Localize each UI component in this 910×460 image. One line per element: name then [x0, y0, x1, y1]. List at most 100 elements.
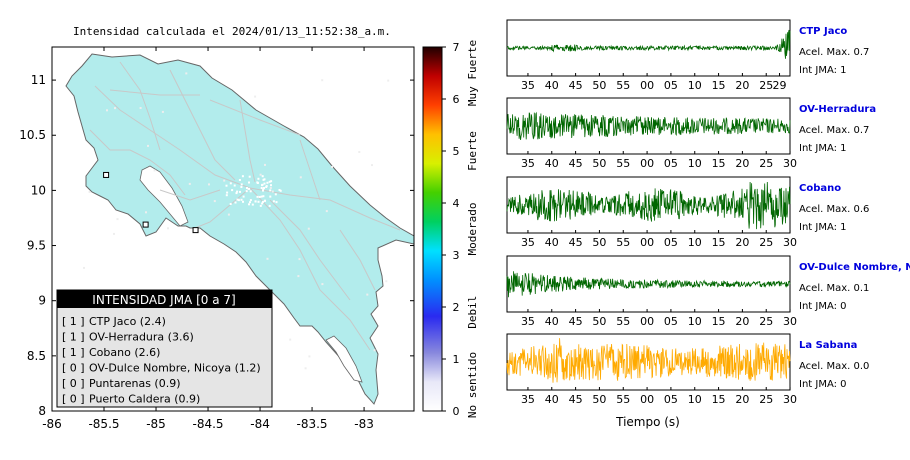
panel-x-tick-label: 20 [735, 236, 749, 249]
city-dot [259, 204, 262, 207]
panel-x-tick-label: 50 [592, 315, 606, 328]
station-marker [142, 221, 149, 228]
panel-x-tick-label: 25 [759, 236, 773, 249]
city-dot [263, 187, 265, 189]
city-dot [236, 198, 239, 201]
panel-x-tick-label: 40 [545, 315, 559, 328]
colorbar-level-label: Debil [466, 296, 479, 329]
panel-x-tick-label: 35 [521, 236, 535, 249]
city-dot [249, 201, 251, 204]
city-dot [371, 164, 373, 167]
road [339, 229, 376, 291]
panel-x-tick-label: 15 [712, 79, 726, 92]
city-dot [208, 183, 210, 186]
panel-x-tick-label: 25 [759, 79, 773, 92]
panel-x-tick-label: 05 [664, 79, 678, 92]
city-dot [241, 175, 244, 178]
colorbar-level-label: No sentido [466, 352, 479, 418]
panel-x-tick-label: 50 [592, 393, 606, 406]
city-dot [225, 184, 228, 187]
costa-rica-landmass [65, 53, 414, 405]
city-dot [271, 190, 274, 193]
city-dot [297, 275, 300, 278]
station-markers [103, 171, 199, 234]
legend-item-level: [ 1 ] [62, 331, 85, 344]
colorbar-tick-label: 7 [453, 41, 460, 54]
station-int-jma: Int JMA: 1 [799, 65, 847, 76]
city-dot [233, 184, 236, 187]
city-dot [262, 195, 265, 198]
colorbar-tick-label: 1 [453, 353, 460, 366]
panel-x-tick-label: 35 [521, 79, 535, 92]
map-x-tick-label: -84.5 [193, 417, 224, 431]
panel-x-tick-label: 05 [664, 236, 678, 249]
panel-x-tick-label: 10 [688, 315, 702, 328]
city-dot [269, 187, 272, 189]
road [159, 189, 221, 201]
city-markers [83, 72, 390, 370]
city-dot [331, 165, 333, 168]
city-dot [262, 189, 264, 192]
city-dot [298, 258, 301, 261]
station-acel-max: Acel. Max. 0.1 [799, 283, 869, 294]
station-acel-max: Acel. Max. 0.7 [799, 47, 869, 58]
colorbar-tick-label: 2 [453, 301, 460, 314]
city-dot [223, 179, 226, 182]
colorbar-level-label: Moderado [466, 203, 479, 256]
map-y-axis: 11 10.5 10 9.5 9 8.5 8 [19, 73, 414, 418]
city-dot [269, 195, 272, 198]
colorbar-tick-label: 3 [453, 249, 460, 262]
panel-x-tick-label: 55 [616, 393, 630, 406]
city-dot [116, 218, 119, 221]
map-x-tick-label: -86 [42, 417, 62, 431]
legend-item-level: [ 0 ] [62, 377, 85, 390]
road [239, 99, 256, 183]
map-y-tick-label: 11 [31, 73, 46, 87]
road [299, 139, 321, 201]
waveform-panel: 35 40 45 50 55 00 05 10 15 20 25 30 OV-Dulce Nombre,… [506, 255, 910, 328]
city-dot [240, 186, 243, 188]
panel-x-tick-label: 10 [688, 236, 702, 249]
panel-x-tick-label: 15 [712, 236, 726, 249]
legend-box [56, 289, 273, 408]
city-dot [251, 203, 254, 206]
map-x-axis: -86 -85.5 -85 -84.5 -84 -83.5 -83 [42, 47, 374, 431]
city-dot [229, 203, 232, 205]
city-dot [245, 190, 248, 193]
road [129, 149, 186, 196]
waveform-panel: 35 40 45 50 55 00 05 10 15 20 25 30 OV-Herradura Acel… [506, 97, 876, 170]
city-dot [240, 198, 243, 201]
panel-x-tick-label: 05 [664, 315, 678, 328]
city-dot [278, 189, 281, 191]
panel-x-tick-label: 10 [688, 393, 702, 406]
city-dot [248, 175, 251, 178]
panel-x-tick-label: 45 [569, 236, 583, 249]
panel-x-tick-label: 29 [773, 79, 787, 92]
map-y-tick-label: 10.5 [19, 128, 46, 142]
road [109, 89, 200, 96]
legend-item-name: Cobano (2.6) [89, 346, 160, 359]
city-dot [266, 257, 269, 260]
panel-x-tick-label: 00 [640, 157, 654, 170]
city-dot [249, 199, 252, 202]
city-dot [88, 191, 91, 193]
city-dot [237, 199, 240, 202]
map-x-tick-label: -83 [354, 417, 374, 431]
panel-x-tick-label: 00 [640, 315, 654, 328]
city-dot [259, 173, 262, 176]
road [94, 85, 251, 189]
legend-item-name: CTP Jaco (2.4) [89, 315, 166, 328]
city-dot [269, 189, 272, 192]
panel-x-tick-label: 35 [521, 157, 535, 170]
waveform-trace [506, 29, 791, 59]
colorbar-level-labels: No sentido Debil Moderado Fuerte Muy Fuerte [466, 40, 479, 418]
panel-x-tick-label: 15 [712, 157, 726, 170]
city-dot [268, 204, 271, 207]
city-dot [242, 195, 245, 198]
city-dot [266, 181, 269, 184]
panel-x-tick-label: 25 [759, 315, 773, 328]
city-dot [262, 200, 264, 203]
road [209, 99, 301, 136]
road [119, 61, 161, 151]
panel-x-tick-label: 10 [688, 157, 702, 170]
